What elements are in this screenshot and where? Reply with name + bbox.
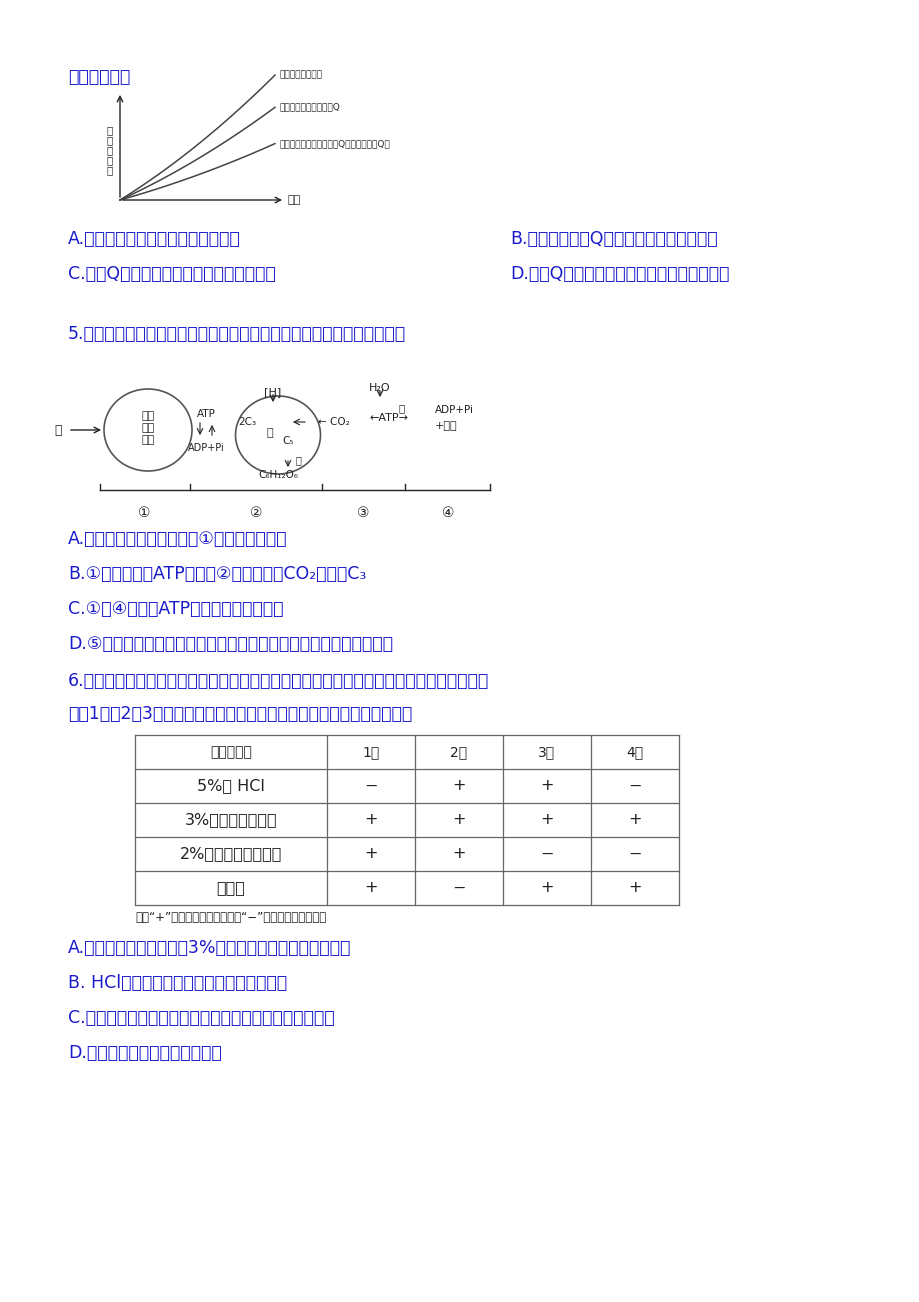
Text: 绿叶
中的
色素: 绿叶 中的 色素 bbox=[142, 411, 154, 444]
Text: C₆H₁₂O₆: C₆H₁₂O₆ bbox=[257, 470, 298, 480]
Text: +: + bbox=[452, 846, 465, 862]
Text: B.①过程产生的ATP只用于②过程中固定CO₂和还原C₃: B.①过程产生的ATP只用于②过程中固定CO₂和还原C₃ bbox=[68, 565, 366, 583]
Text: −: − bbox=[539, 846, 553, 862]
Text: 4组: 4组 bbox=[626, 745, 643, 759]
Text: C₅: C₅ bbox=[282, 436, 293, 447]
Text: 甲组：只加利福平: 甲组：只加利福平 bbox=[279, 70, 323, 79]
Text: 蔭馏水: 蔭馏水 bbox=[216, 880, 245, 896]
Text: C.根据实验结果可判断，酸性条件下淦粉酶是否具有活性: C.根据实验结果可判断，酸性条件下淦粉酶是否具有活性 bbox=[68, 1009, 335, 1027]
Text: ADP+Pi: ADP+Pi bbox=[435, 405, 473, 415]
Text: +: + bbox=[539, 812, 553, 828]
Text: 酶: 酶 bbox=[296, 454, 301, 465]
Text: +: + bbox=[628, 880, 641, 896]
Text: 6.生物兴趣小组在四组试管中加入的物质如下表，保温一段时间后，用斌林试剂进行检测，: 6.生物兴趣小组在四组试管中加入的物质如下表，保温一段时间后，用斌林试剂进行检测… bbox=[68, 672, 489, 690]
Text: D.物质Q会减弱利福平对细菌繁殖的抑制作用: D.物质Q会减弱利福平对细菌繁殖的抑制作用 bbox=[509, 266, 729, 283]
Text: ATP: ATP bbox=[197, 409, 215, 419]
Text: 发现1、、2、3组均出现了砖红色沉淠。下列有关叙述错误的是（　　）: 发现1、、2、3组均出现了砖红色沉淠。下列有关叙述错误的是（ ） bbox=[68, 704, 412, 723]
Text: 2%的新鲜淦粉酶溶液: 2%的新鲜淦粉酶溶液 bbox=[179, 846, 282, 862]
Text: +: + bbox=[539, 880, 553, 896]
Text: 时间: 时间 bbox=[288, 195, 301, 204]
Text: 5.下图是生物体内能量供应与利用的示意图，下列说法正确的是（　　）: 5.下图是生物体内能量供应与利用的示意图，下列说法正确的是（ ） bbox=[68, 326, 405, 342]
Text: C.①、④中合成ATP所需的能量来源不同: C.①、④中合成ATP所需的能量来源不同 bbox=[68, 600, 283, 618]
Text: D.该实验不能证明酶具有专一性: D.该实验不能证明酶具有专一性 bbox=[68, 1044, 221, 1062]
Text: +: + bbox=[364, 846, 378, 862]
Text: 丙组：不加利福平和物质Q（或只加物质Q）: 丙组：不加利福平和物质Q（或只加物质Q） bbox=[279, 139, 391, 148]
Text: −: − bbox=[452, 880, 465, 896]
Text: +: + bbox=[628, 812, 641, 828]
Text: B.利福平和物质Q的浓度是该实验的自变量: B.利福平和物质Q的浓度是该实验的自变量 bbox=[509, 230, 717, 247]
Text: 的是（　　）: 的是（ ） bbox=[68, 68, 130, 86]
Text: 2C₃: 2C₃ bbox=[238, 417, 255, 427]
Text: ←ATP→: ←ATP→ bbox=[369, 413, 409, 423]
Text: 细
菌
死
亡
率: 细 菌 死 亡 率 bbox=[107, 125, 113, 174]
Text: +: + bbox=[539, 779, 553, 793]
Text: +: + bbox=[452, 779, 465, 793]
Text: −: − bbox=[628, 846, 641, 862]
Text: +: + bbox=[452, 812, 465, 828]
Text: ①: ① bbox=[138, 506, 150, 519]
Text: −: − bbox=[628, 779, 641, 793]
Text: ④: ④ bbox=[441, 506, 454, 519]
Text: H₂O: H₂O bbox=[369, 383, 391, 393]
Text: 1组: 1组 bbox=[362, 745, 380, 759]
Text: 酶: 酶 bbox=[267, 428, 273, 437]
Text: 2组: 2组 bbox=[450, 745, 467, 759]
Text: 光: 光 bbox=[54, 423, 62, 436]
Text: −: − bbox=[364, 779, 378, 793]
Text: 添加的物质: 添加的物质 bbox=[210, 745, 252, 759]
Text: 3%可溶性淦粉溶液: 3%可溶性淦粉溶液 bbox=[185, 812, 277, 828]
Text: B. HCl具有降低淦粉水解所需活化能的作用: B. HCl具有降低淦粉水解所需活化能的作用 bbox=[68, 974, 287, 992]
Text: 注：“+”代表添加对应的物质；“−”代表未添加对应物质: 注：“+”代表添加对应的物质；“−”代表未添加对应物质 bbox=[135, 911, 326, 924]
Text: A.只有绻色植物才具有进行①过程所需的色素: A.只有绻色植物才具有进行①过程所需的色素 bbox=[68, 530, 288, 548]
Text: 乙组：加利福平和物质Q: 乙组：加利福平和物质Q bbox=[279, 103, 340, 112]
Text: +: + bbox=[364, 812, 378, 828]
Text: ADP+Pi: ADP+Pi bbox=[187, 443, 224, 453]
Text: A.利福平会抑制细菌细胞的转录过程: A.利福平会抑制细菌细胞的转录过程 bbox=[68, 230, 241, 247]
Text: 酶: 酶 bbox=[399, 404, 404, 413]
Text: ← CO₂: ← CO₂ bbox=[318, 417, 349, 427]
Text: 5%的 HCl: 5%的 HCl bbox=[197, 779, 265, 793]
Text: ②: ② bbox=[249, 506, 262, 519]
Text: +能量: +能量 bbox=[435, 421, 457, 431]
Text: A.由检测结果可以推断，3%可溶性淦粉溶液中混有还原糖: A.由检测结果可以推断，3%可溶性淦粉溶液中混有还原糖 bbox=[68, 939, 351, 957]
Text: C.物质Q对细菌的繁殖没有直接的抑制作用: C.物质Q对细菌的繁殖没有直接的抑制作用 bbox=[68, 266, 276, 283]
Text: +: + bbox=[364, 880, 378, 896]
Text: D.⑤中的能量可用于肌肉收缩、人的红细胞吸收葡萄糖、兴奋传导等: D.⑤中的能量可用于肌肉收缩、人的红细胞吸收葡萄糖、兴奋传导等 bbox=[68, 635, 392, 654]
Text: ③: ③ bbox=[357, 506, 369, 519]
Text: [H]: [H] bbox=[264, 387, 281, 397]
Text: 3组: 3组 bbox=[538, 745, 555, 759]
